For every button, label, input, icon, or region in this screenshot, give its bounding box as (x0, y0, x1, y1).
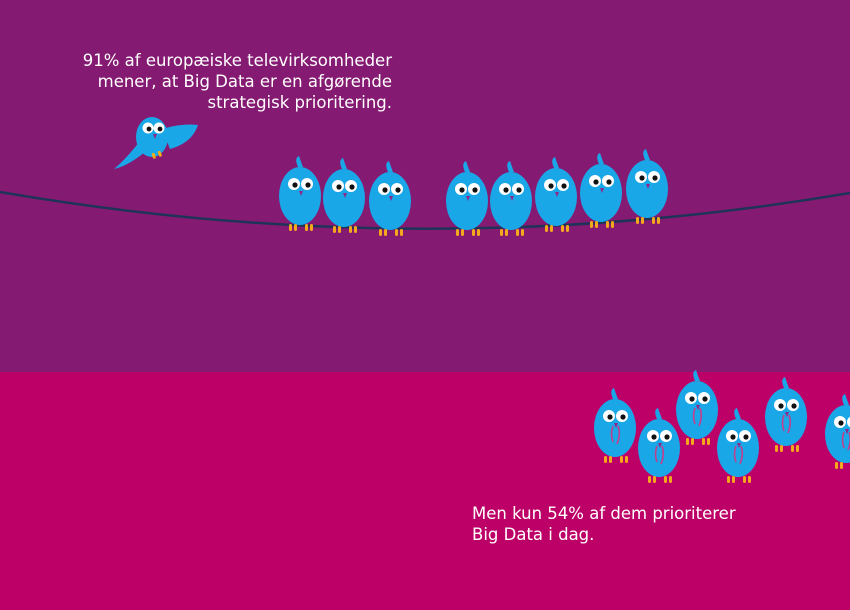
wire (0, 190, 850, 230)
bird-icon (764, 376, 808, 453)
bird-icon (279, 156, 321, 231)
bird-icon (637, 407, 681, 484)
bird-icon (490, 161, 532, 236)
bird-icon (824, 393, 850, 470)
top-panel (0, 0, 850, 372)
bird-icon (716, 407, 760, 484)
bird-icon (446, 161, 488, 236)
bird-icon (593, 387, 637, 464)
bird-icon (626, 149, 668, 224)
flying-bird-icon (114, 117, 198, 169)
top-caption: 91% af europæiske televirksomheder mener,… (82, 51, 392, 112)
bird-icon (323, 158, 365, 233)
bird-icon (675, 369, 719, 446)
bird-icon (369, 161, 411, 236)
bird-icon (535, 157, 577, 232)
bottom-caption: Men kun 54% af dem prioriterer Big Data i… (472, 504, 736, 544)
bird-icon (580, 153, 622, 228)
